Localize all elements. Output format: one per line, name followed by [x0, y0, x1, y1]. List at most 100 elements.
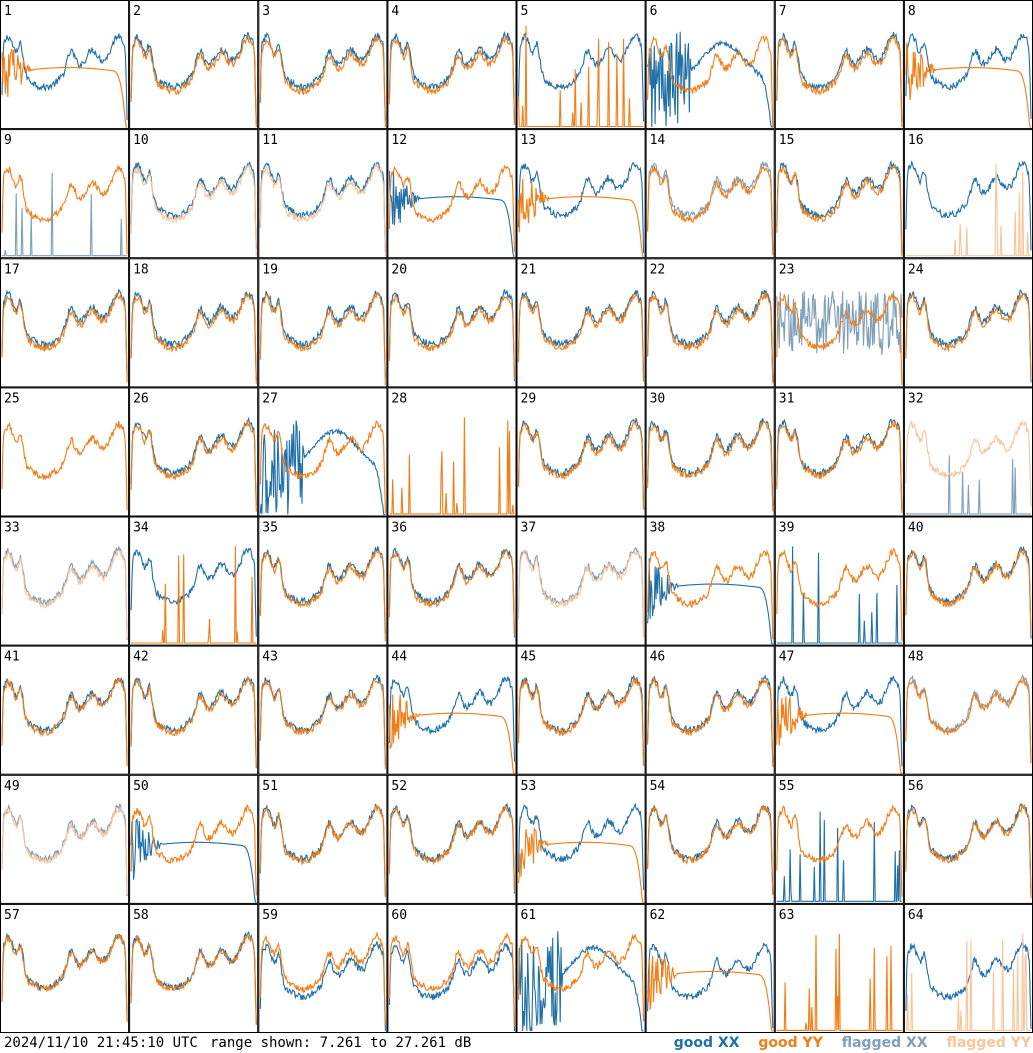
tile-17: 17	[0, 258, 130, 388]
tile-51: 51	[258, 774, 388, 904]
tile-4: 4	[387, 0, 517, 130]
series-yy-41	[1, 678, 128, 767]
tile-label: 60	[391, 908, 407, 923]
tile-label: 3	[262, 4, 270, 19]
tile-56: 56	[903, 774, 1033, 904]
tile-border	[129, 903, 259, 1034]
tile-35: 35	[258, 516, 388, 646]
series-yy-47	[776, 696, 902, 774]
tile-37: 37	[516, 516, 646, 646]
tile-label: 8	[908, 4, 916, 19]
series-yy-35	[259, 550, 386, 642]
tile-23: 23	[774, 258, 904, 388]
tile-label: 59	[262, 908, 278, 923]
series-xx-4	[388, 31, 516, 125]
tile-border	[645, 516, 775, 646]
series-yy-36	[388, 548, 516, 636]
series-yy-38	[647, 549, 774, 640]
series-yy-7	[776, 34, 903, 128]
series-yy-63	[776, 933, 902, 1031]
series-yy-4	[388, 36, 516, 125]
tile-19: 19	[258, 258, 388, 388]
tile-label: 2	[133, 4, 141, 19]
tile-border	[0, 387, 130, 517]
tile-52: 52	[387, 774, 517, 904]
tile-label: 44	[391, 650, 407, 665]
series-yy-30	[647, 420, 774, 512]
tile-label: 61	[521, 908, 537, 923]
tile-60: 60	[387, 903, 517, 1034]
tile-border	[516, 774, 646, 904]
tile-label: 54	[650, 779, 666, 794]
tile-border	[258, 0, 388, 130]
tile-border	[0, 645, 130, 775]
series-yy-53	[517, 826, 644, 903]
tile-label: 30	[650, 391, 666, 406]
tile-43: 43	[258, 645, 388, 775]
tile-label: 40	[908, 521, 924, 536]
footer: 2024/11/10 21:45:10 UTC range shown: 7.2…	[0, 1033, 1033, 1053]
tile-label: 26	[133, 391, 149, 406]
series-yy-24	[905, 292, 1032, 380]
tile-border	[645, 387, 775, 517]
tile-border	[258, 387, 388, 517]
tile-53: 53	[516, 774, 646, 904]
tile-border	[645, 645, 775, 775]
tile-border	[516, 903, 646, 1034]
series-yy-48	[905, 677, 1032, 764]
tile-label: 45	[521, 650, 537, 665]
tile-border	[774, 129, 904, 259]
tile-border	[129, 258, 259, 388]
series-yy-9	[1, 164, 128, 255]
series-yy-11	[259, 163, 386, 257]
tile-border	[0, 516, 130, 646]
series-xx-32	[905, 455, 1031, 515]
tile-label: 62	[650, 908, 666, 923]
series-yy-54	[647, 804, 774, 896]
series-xx-44	[388, 676, 516, 762]
tile-border	[774, 0, 904, 130]
series-yy-20	[388, 294, 516, 381]
legend: good XX good YY flagged XX flagged YY	[660, 1033, 1031, 1053]
tile-label: 56	[908, 779, 924, 794]
legend-flagged-xx: flagged XX	[841, 1035, 928, 1051]
series-yy-58	[130, 935, 257, 1024]
tile-label: 32	[908, 391, 924, 406]
tile-border	[258, 129, 388, 259]
series-xx-13	[517, 162, 645, 254]
tile-border	[774, 387, 904, 517]
tile-border	[774, 774, 904, 904]
tile-label: 34	[133, 521, 149, 536]
series-xx-30	[647, 418, 774, 507]
series-yy-40	[905, 547, 1032, 636]
tile-label: 23	[779, 262, 795, 277]
tile-3: 3	[258, 0, 388, 130]
series-xx-59	[259, 941, 386, 1031]
series-yy-46	[647, 676, 774, 768]
tile-label: 12	[391, 133, 407, 148]
tile-label: 25	[4, 391, 20, 406]
series-xx-18	[130, 290, 257, 381]
tile-label: 11	[262, 133, 278, 148]
series-yy-23	[776, 293, 903, 385]
series-yy-5	[517, 25, 644, 128]
tile-label: 37	[521, 521, 537, 536]
series-yy-33	[1, 549, 128, 639]
tile-border	[516, 516, 646, 646]
series-yy-26	[130, 420, 257, 512]
series-xx-6	[647, 31, 773, 128]
tile-label: 42	[133, 650, 149, 665]
tile-22: 22	[645, 258, 775, 388]
tile-15: 15	[774, 129, 904, 259]
tile-label: 17	[4, 262, 20, 277]
tile-41: 41	[0, 645, 130, 775]
tile-border	[387, 0, 517, 130]
tile-border	[258, 903, 388, 1034]
tile-26: 26	[129, 387, 259, 517]
tile-1: 1	[0, 0, 130, 130]
tile-label: 13	[521, 133, 537, 148]
tile-border	[258, 645, 388, 775]
series-xx-8	[905, 32, 1032, 119]
tile-label: 15	[779, 133, 795, 148]
